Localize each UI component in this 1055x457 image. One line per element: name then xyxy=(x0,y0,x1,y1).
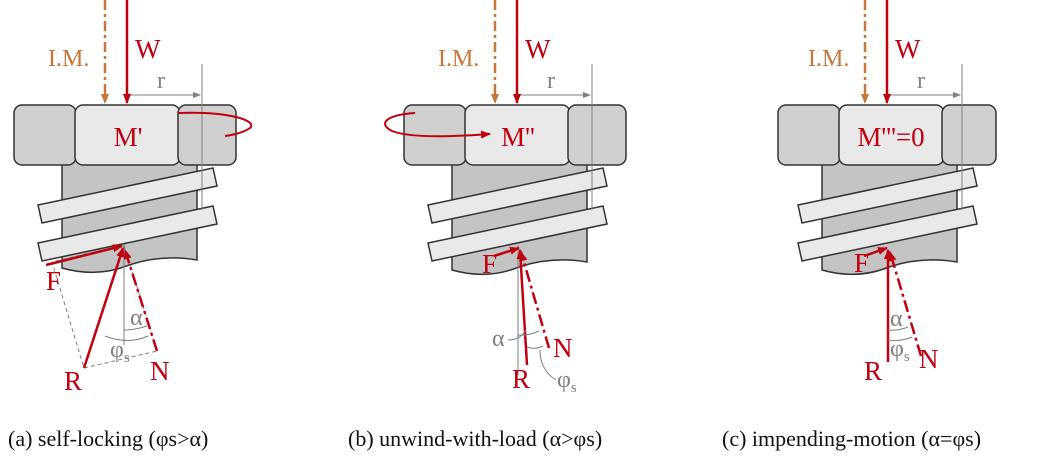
phi-label: φs xyxy=(557,367,577,396)
moment-rotation-arrow xyxy=(177,111,253,137)
n-label: N xyxy=(553,333,573,363)
friction-force-arrow xyxy=(493,246,520,258)
moment-label: M'''=0 xyxy=(857,122,924,152)
im-label: I.M. xyxy=(48,46,89,72)
resultant-force-arrow xyxy=(516,249,529,366)
alpha-label: α xyxy=(130,305,143,331)
friction-force-arrow xyxy=(45,244,123,267)
friction-force-arrow xyxy=(863,246,888,258)
moment-label: M'' xyxy=(501,122,535,152)
nut xyxy=(13,104,237,166)
phi-label: φs xyxy=(110,337,130,366)
phi-subscript: s xyxy=(571,380,577,396)
r-force-label: R xyxy=(64,366,82,396)
im-label: I.M. xyxy=(438,46,479,72)
im-label: I.M. xyxy=(808,46,849,72)
thread-upper xyxy=(37,167,218,224)
moment-rotation-arrow xyxy=(384,112,491,139)
w-label: W xyxy=(895,34,921,64)
r-force-label: R xyxy=(512,364,530,394)
f-label: F xyxy=(854,248,869,278)
n-label: N xyxy=(919,344,939,374)
phi-symbol: φ xyxy=(890,336,904,362)
thread-lower xyxy=(427,205,608,262)
caption-b: (b) unwind-with-load (α>φs) xyxy=(348,426,602,451)
normal-force-line xyxy=(888,251,923,357)
phi-label: φs xyxy=(890,336,910,365)
thread-upper xyxy=(797,167,978,224)
thread-upper xyxy=(427,167,608,224)
caption-a: (a) self-locking (φs>α) xyxy=(8,426,208,451)
w-label: W xyxy=(135,34,161,64)
phi-arc xyxy=(526,345,544,349)
w-label: W xyxy=(525,34,551,64)
panel-c: r I.M. W M'''=0 F α φs R N (c) impending… xyxy=(722,0,997,451)
radius-label: r xyxy=(547,68,555,94)
nut xyxy=(403,104,627,166)
n-label: N xyxy=(150,356,170,386)
alpha-arc xyxy=(517,330,540,336)
nut xyxy=(777,104,997,166)
thread-lower xyxy=(797,205,978,262)
thread-lower xyxy=(37,205,218,262)
phi-symbol: φ xyxy=(557,367,571,393)
panel-b: r I.M. W M'' F α N R φs (b) unwind-with-… xyxy=(348,0,627,451)
normal-force-line xyxy=(519,251,551,349)
alpha-leader xyxy=(507,329,527,341)
phi-symbol: φ xyxy=(110,337,124,363)
phi-subscript: s xyxy=(904,349,910,365)
phi-subscript: s xyxy=(124,350,130,366)
alpha-label: α xyxy=(492,326,505,352)
phi-arc xyxy=(887,336,913,342)
f-label: F xyxy=(46,266,61,296)
phi-leader xyxy=(539,349,557,381)
f-label: F xyxy=(482,249,497,279)
alpha-arc xyxy=(123,325,148,331)
r-force-label: R xyxy=(864,356,882,386)
alpha-label: α xyxy=(890,306,903,332)
phi-arc xyxy=(104,335,149,341)
resultant-force-arrow xyxy=(82,247,125,369)
moment-label: M' xyxy=(114,122,143,152)
radius-label: r xyxy=(157,68,165,94)
radius-label: r xyxy=(917,68,925,94)
alpha-arc xyxy=(887,326,909,331)
normal-force-line xyxy=(123,249,159,352)
panel-a: r I.M. W M' F α φs R N (a) self-locking … xyxy=(8,0,253,451)
caption-c: (c) impending-motion (α=φs) xyxy=(722,426,981,451)
